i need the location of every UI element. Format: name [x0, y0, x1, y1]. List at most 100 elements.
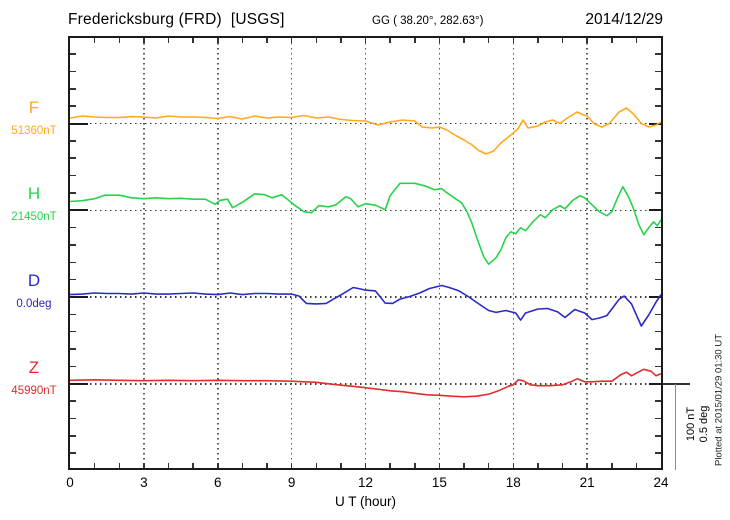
hour-tick-top: [167, 38, 170, 43]
hour-tick-top: [438, 38, 441, 43]
geo-coords-label: GG ( 38.20°, 282.63°): [372, 15, 484, 27]
scale-label-nt: 100 nT: [685, 406, 697, 442]
channel-baseline-value-D: 0.0deg: [16, 298, 52, 310]
hour-tick-top: [611, 38, 613, 43]
plot-date: 2014/12/29: [585, 11, 663, 28]
hour-tick-bottom: [167, 463, 170, 468]
hour-tick-top: [487, 38, 490, 43]
y-tick-left: [70, 365, 76, 368]
hour-tick-bottom: [217, 463, 219, 468]
y-tick-left: [70, 140, 76, 142]
channel-letter-Z: Z: [28, 357, 40, 377]
channel-label-D: D 0.0deg: [2, 269, 66, 310]
y-tick-right: [655, 435, 661, 437]
scale-label-deg: 0.5 deg: [698, 405, 710, 443]
y-tick-right: [655, 244, 661, 246]
scale-bar-line: [674, 383, 677, 470]
hour-tick-top: [512, 38, 514, 43]
y-tick-left: [70, 226, 76, 229]
hour-tick-top: [389, 38, 391, 43]
y-tick-left: [70, 105, 76, 107]
baseline-Z: [70, 383, 661, 385]
plot-area: [68, 36, 663, 470]
hour-tick-top: [266, 38, 268, 43]
y-tick-right: [655, 261, 661, 264]
hour-tick-bottom: [537, 463, 539, 468]
y-tick-left: [70, 53, 76, 55]
y-tick-right: [655, 330, 661, 333]
channel-label-H: H 21450nT: [2, 182, 66, 223]
scale-bar-cap: [663, 382, 690, 385]
x-axis-label: U T (hour): [334, 494, 397, 509]
y-tick-right: [655, 174, 661, 177]
hour-tick-top: [241, 38, 244, 43]
y-tick-left: [70, 400, 76, 402]
channel-letter-H: H: [27, 184, 41, 204]
y-tick-left: [70, 70, 76, 73]
hour-tick-top: [414, 38, 416, 43]
hour-tick-top: [118, 38, 120, 43]
baseline-D: [70, 296, 661, 298]
baseline-cap-right-Z: [649, 382, 661, 385]
y-tick-right: [655, 105, 661, 107]
baseline-cap-left-Z: [70, 382, 88, 385]
y-tick-left: [70, 313, 76, 316]
gridline-18h: [512, 38, 514, 468]
hour-tick-bottom: [315, 463, 317, 468]
hour-tick-bottom: [463, 463, 465, 468]
hour-tick-top: [143, 38, 145, 43]
channel-label-F: F 51360nT: [2, 96, 66, 137]
channel-label-Z: Z 45990nT: [2, 356, 66, 397]
gridline-21h: [586, 38, 588, 468]
y-tick-right: [655, 157, 661, 159]
y-tick-left: [70, 192, 76, 194]
trace-Z: [70, 368, 661, 398]
baseline-cap-right-H: [649, 209, 661, 212]
x-tick-label-12: 12: [357, 475, 374, 490]
baseline-F: [70, 122, 661, 125]
y-tick-right: [655, 70, 661, 73]
y-tick-left: [70, 417, 76, 420]
x-tick-label-21: 21: [579, 475, 595, 490]
y-tick-right: [655, 53, 661, 55]
hour-tick-bottom: [611, 463, 613, 468]
trace-H: [70, 182, 661, 265]
hour-tick-bottom: [561, 463, 564, 468]
channel-baseline-value-Z: 45990nT: [11, 384, 57, 397]
y-tick-left: [70, 452, 76, 454]
x-tick-label-0: 0: [66, 475, 74, 490]
channel-letter-D: D: [27, 271, 41, 290]
baseline-H: [70, 209, 661, 211]
hour-tick-bottom: [118, 463, 120, 468]
trace-F: [70, 107, 661, 155]
y-tick-left: [70, 348, 76, 350]
gridline-15h: [438, 38, 441, 468]
gridline-6h: [217, 38, 219, 468]
y-tick-right: [655, 278, 661, 281]
hour-tick-bottom: [586, 463, 588, 468]
x-tick-label-6: 6: [213, 475, 222, 490]
y-tick-left: [70, 330, 76, 333]
hour-tick-top: [364, 38, 367, 43]
hour-tick-bottom: [290, 463, 293, 468]
hour-tick-top: [340, 38, 342, 43]
gridline-9h: [290, 38, 293, 468]
hour-tick-bottom: [241, 463, 244, 468]
hour-tick-top: [635, 38, 638, 43]
baseline-cap-left-D: [70, 296, 88, 298]
hour-tick-top: [463, 38, 465, 43]
x-tick-label-3: 3: [140, 475, 148, 490]
y-tick-right: [655, 192, 661, 194]
channel-letter-F: F: [28, 97, 40, 117]
y-tick-right: [655, 417, 661, 420]
baseline-cap-left-H: [70, 209, 88, 212]
hour-tick-bottom: [266, 463, 268, 468]
hour-tick-top: [290, 38, 293, 43]
hour-tick-bottom: [192, 463, 194, 468]
hour-tick-bottom: [438, 463, 441, 468]
y-tick-right: [655, 226, 661, 229]
traces-canvas: [70, 107, 661, 398]
y-tick-left: [70, 244, 76, 246]
y-tick-right: [655, 140, 661, 142]
